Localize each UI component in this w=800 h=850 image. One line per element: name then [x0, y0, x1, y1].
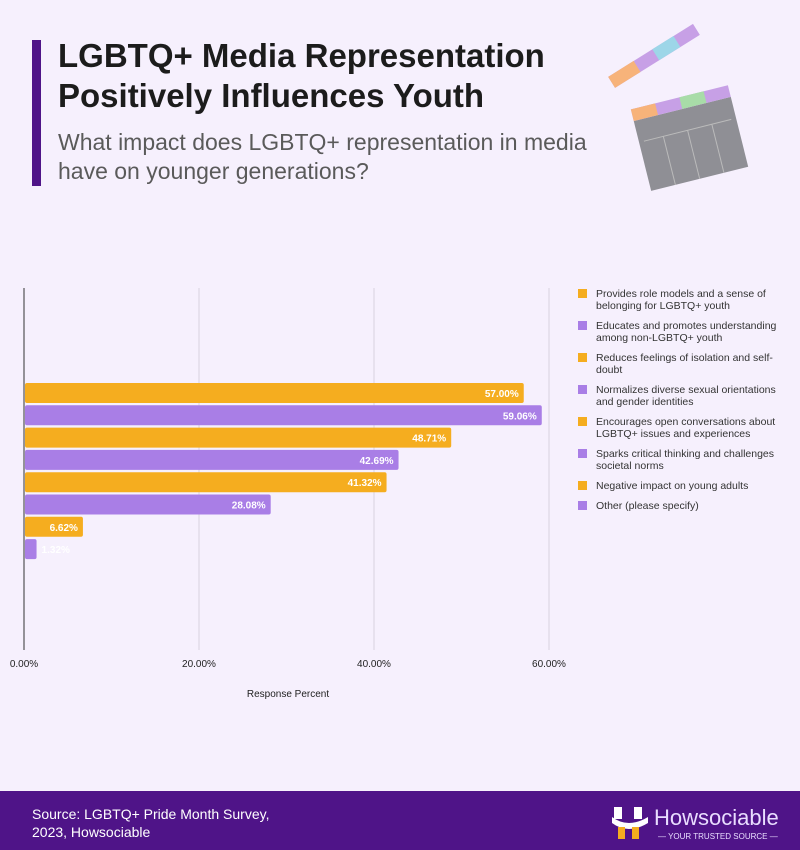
page-subtitle: What impact does LGBTQ+ representation i…	[58, 129, 587, 184]
bar[interactable]	[25, 472, 387, 493]
legend: Provides role models and a sense of belo…	[578, 288, 788, 520]
legend-item: Reduces feelings of isolation and self-d…	[578, 352, 788, 376]
legend-item: Normalizes diverse sexual orientations a…	[578, 384, 788, 408]
legend-swatch	[578, 417, 587, 426]
legend-item: Other (please specify)	[578, 500, 788, 512]
legend-label: Encourages open conversations about LGBT…	[596, 416, 776, 440]
data-label: 1.32%	[42, 545, 70, 556]
legend-swatch	[578, 481, 587, 490]
legend-item: Provides role models and a sense of belo…	[578, 288, 788, 312]
x-tick-label: 60.00%	[532, 659, 566, 670]
data-label: 42.69%	[360, 456, 394, 467]
bar[interactable]	[25, 405, 542, 426]
x-tick-label: 20.00%	[182, 659, 216, 670]
bar[interactable]	[25, 383, 524, 403]
legend-label: Normalizes diverse sexual orientations a…	[596, 384, 776, 408]
footer: Source: LGBTQ+ Pride Month Survey, 2023,…	[0, 791, 800, 850]
legend-item: Educates and promotes understanding amon…	[578, 320, 788, 344]
legend-label: Educates and promotes understanding amon…	[596, 320, 777, 344]
legend-label: Provides role models and a sense of belo…	[596, 288, 766, 312]
bar[interactable]	[25, 516, 83, 537]
x-tick-label: 0.00%	[10, 659, 38, 670]
data-label: 57.00%	[485, 389, 519, 400]
bar[interactable]	[25, 427, 452, 448]
legend-item: Sparks critical thinking and challenges …	[578, 448, 788, 472]
title-accent-bar	[32, 40, 41, 186]
logo-icon	[612, 807, 648, 839]
legend-swatch	[578, 501, 587, 510]
brand-name: Howsociable	[654, 805, 779, 830]
clapperboard-icon	[608, 23, 749, 191]
data-label: 6.62%	[50, 523, 78, 534]
legend-item: Encourages open conversations about LGBT…	[578, 416, 788, 440]
bar[interactable]	[25, 494, 271, 515]
legend-swatch	[578, 353, 587, 362]
legend-swatch	[578, 321, 587, 330]
data-label: 48.71%	[412, 434, 446, 445]
page-title: LGBTQ+ Media Representation Positively I…	[58, 37, 545, 114]
legend-label: Negative impact on young adults	[596, 480, 749, 492]
brand-tagline: — YOUR TRUSTED SOURCE —	[658, 832, 778, 841]
legend-item: Negative impact on young adults	[578, 480, 788, 492]
legend-label: Reduces feelings of isolation and self-d…	[596, 352, 773, 376]
x-tick-label: 40.00%	[357, 659, 391, 670]
data-label: 28.08%	[232, 501, 266, 512]
legend-swatch	[578, 385, 587, 394]
bar[interactable]	[25, 539, 37, 560]
bar[interactable]	[25, 449, 399, 470]
data-label: 59.06%	[503, 411, 537, 422]
legend-label: Sparks critical thinking and challenges …	[596, 448, 775, 472]
data-label: 41.32%	[348, 478, 382, 489]
source-text: Source: LGBTQ+ Pride Month Survey, 2023,…	[32, 806, 270, 840]
legend-swatch	[578, 449, 587, 458]
legend-swatch	[578, 289, 587, 298]
x-axis-label: Response Percent	[247, 689, 329, 700]
legend-label: Other (please specify)	[596, 500, 699, 512]
